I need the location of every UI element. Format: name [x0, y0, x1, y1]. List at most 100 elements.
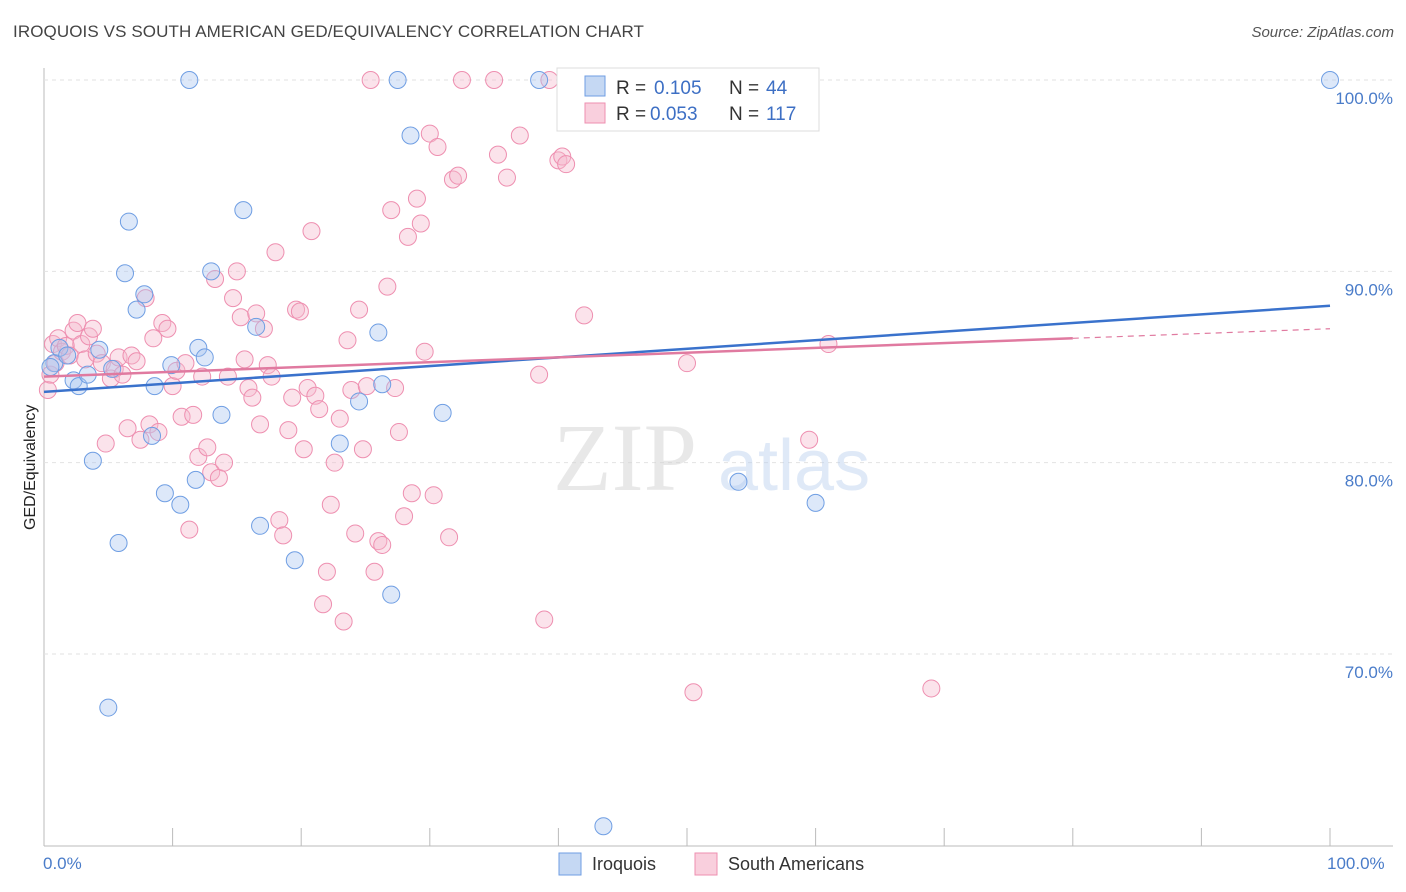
- iroquois-point-26: [234, 201, 253, 220]
- bottom-legend-south-swatch: [694, 852, 718, 876]
- iroquois-point-35: [388, 71, 407, 89]
- south-americans-point-74: [338, 331, 357, 350]
- south-americans-point-4: [49, 329, 68, 348]
- south-americans-point-93: [415, 342, 434, 361]
- south-americans-point-105: [530, 365, 549, 384]
- bottom-legend-iroquois-label: Iroquois: [592, 854, 656, 874]
- iroquois-point-2: [58, 346, 77, 365]
- iroquois-point-21: [186, 470, 205, 489]
- legend-iroquois-n-value: 44: [766, 78, 788, 99]
- iroquois-point-10: [109, 534, 128, 553]
- iroquois-point-14: [135, 285, 154, 304]
- x-axis-ticks: [43, 828, 1331, 846]
- south-americans-point-58: [274, 526, 293, 545]
- iroquois-point-16: [145, 377, 164, 396]
- x-tick-label-min: 0.0%: [43, 854, 82, 873]
- iroquois-point-7: [90, 340, 109, 359]
- south-americans-point-97: [440, 528, 459, 547]
- chart-source: Source: ZipAtlas.com: [1251, 24, 1394, 41]
- iroquois-point-27: [247, 317, 266, 336]
- iroquois-point-20: [180, 71, 199, 89]
- south-americans-point-81: [365, 562, 384, 581]
- south-americans-point-50: [243, 388, 262, 407]
- south-americans-point-31: [163, 377, 182, 396]
- iroquois-point-36: [401, 126, 420, 145]
- iroquois-point-18: [162, 356, 181, 375]
- south-americans-point-78: [353, 440, 372, 459]
- south-americans-point-103: [497, 168, 516, 187]
- iroquois-point-17: [155, 484, 174, 503]
- south-americans-point-13: [83, 319, 102, 338]
- iroquois-point-25: [212, 405, 231, 424]
- south-americans-point-36: [184, 405, 203, 424]
- chart-title: IROQUOIS VS SOUTH AMERICAN GED/EQUIVALEN…: [13, 22, 645, 41]
- south-americans-point-9: [68, 313, 87, 332]
- legend-south-r-value: 0.053: [650, 104, 698, 125]
- south-americans-point-113: [684, 683, 703, 702]
- iroquois-point-38: [530, 71, 549, 89]
- south-americans-point-43: [215, 453, 234, 472]
- y-axis-tick-labels: 70.0% 80.0% 90.0% 100.0%: [1335, 89, 1393, 682]
- south-americans-point-85: [382, 201, 401, 220]
- south-americans-point-114: [800, 430, 819, 449]
- iroquois-point-22: [189, 338, 208, 357]
- iroquois-point-29: [285, 551, 304, 570]
- south-americans-point-94: [420, 124, 439, 143]
- south-americans-point-72: [330, 409, 349, 428]
- south-americans-point-87: [389, 423, 408, 442]
- south-americans-point-51: [247, 304, 266, 323]
- south-americans-trend-extension: [1072, 328, 1331, 339]
- iroquois-point-43: [41, 358, 60, 376]
- south-americans-point-16: [96, 434, 115, 453]
- south-americans-point-23: [127, 352, 146, 371]
- south-americans-point-80: [361, 71, 380, 89]
- south-americans-point-45: [224, 289, 243, 308]
- iroquois-point-34: [382, 585, 401, 604]
- legend-iroquois-r-label: R =: [616, 78, 646, 99]
- south-americans-point-67: [310, 400, 329, 419]
- series-legend: Iroquois South Americans: [558, 852, 864, 876]
- y-tick-label-100: 100.0%: [1335, 89, 1393, 108]
- south-americans-point-112: [678, 354, 696, 373]
- iroquois-point-32: [369, 323, 388, 342]
- south-americans-point-65: [302, 222, 321, 241]
- south-americans-point-60: [283, 388, 302, 407]
- south-americans-point-71: [325, 453, 344, 472]
- trend-lines: [43, 304, 1331, 394]
- south-americans-point-111: [575, 306, 594, 325]
- south-americans-point-76: [346, 524, 365, 543]
- south-americans-point-62: [290, 302, 309, 321]
- iroquois-point-40: [729, 472, 748, 491]
- iroquois-point-24: [202, 262, 221, 281]
- south-americans-point-39: [198, 438, 217, 457]
- south-americans-point-73: [334, 612, 353, 631]
- south-americans-point-68: [314, 595, 333, 614]
- iroquois-point-30: [330, 434, 349, 453]
- south-americans-point-106: [535, 610, 554, 629]
- iroquois-point-39: [594, 817, 613, 836]
- y-axis-title: GED/Equivalency: [22, 405, 39, 530]
- south-americans-point-33: [172, 407, 191, 426]
- south-americans-point-35: [180, 520, 199, 539]
- watermark-atlas: atlas: [718, 426, 870, 506]
- south-americans-point-90: [402, 484, 421, 503]
- iroquois-point-8: [99, 698, 118, 717]
- south-americans-point-95: [424, 486, 443, 505]
- south-americans-point-48: [235, 350, 254, 369]
- south-americans-point-69: [317, 562, 336, 581]
- south-americans-point-88: [395, 507, 414, 526]
- iroquois-point-13: [127, 300, 146, 319]
- south-americans-point-56: [266, 243, 285, 262]
- south-americans-point-6: [56, 336, 75, 355]
- legend-south-r-label: R =: [616, 104, 646, 125]
- south-americans-point-46: [227, 262, 246, 281]
- iroquois-point-41: [806, 493, 825, 512]
- iroquois-point-1: [50, 338, 69, 357]
- south-americans-point-79: [357, 377, 376, 396]
- south-americans-point-49: [239, 379, 258, 398]
- iroquois-point-6: [83, 451, 102, 470]
- south-americans-point-11: [76, 350, 95, 369]
- south-americans-point-66: [306, 386, 325, 405]
- south-americans-point-37: [189, 447, 208, 466]
